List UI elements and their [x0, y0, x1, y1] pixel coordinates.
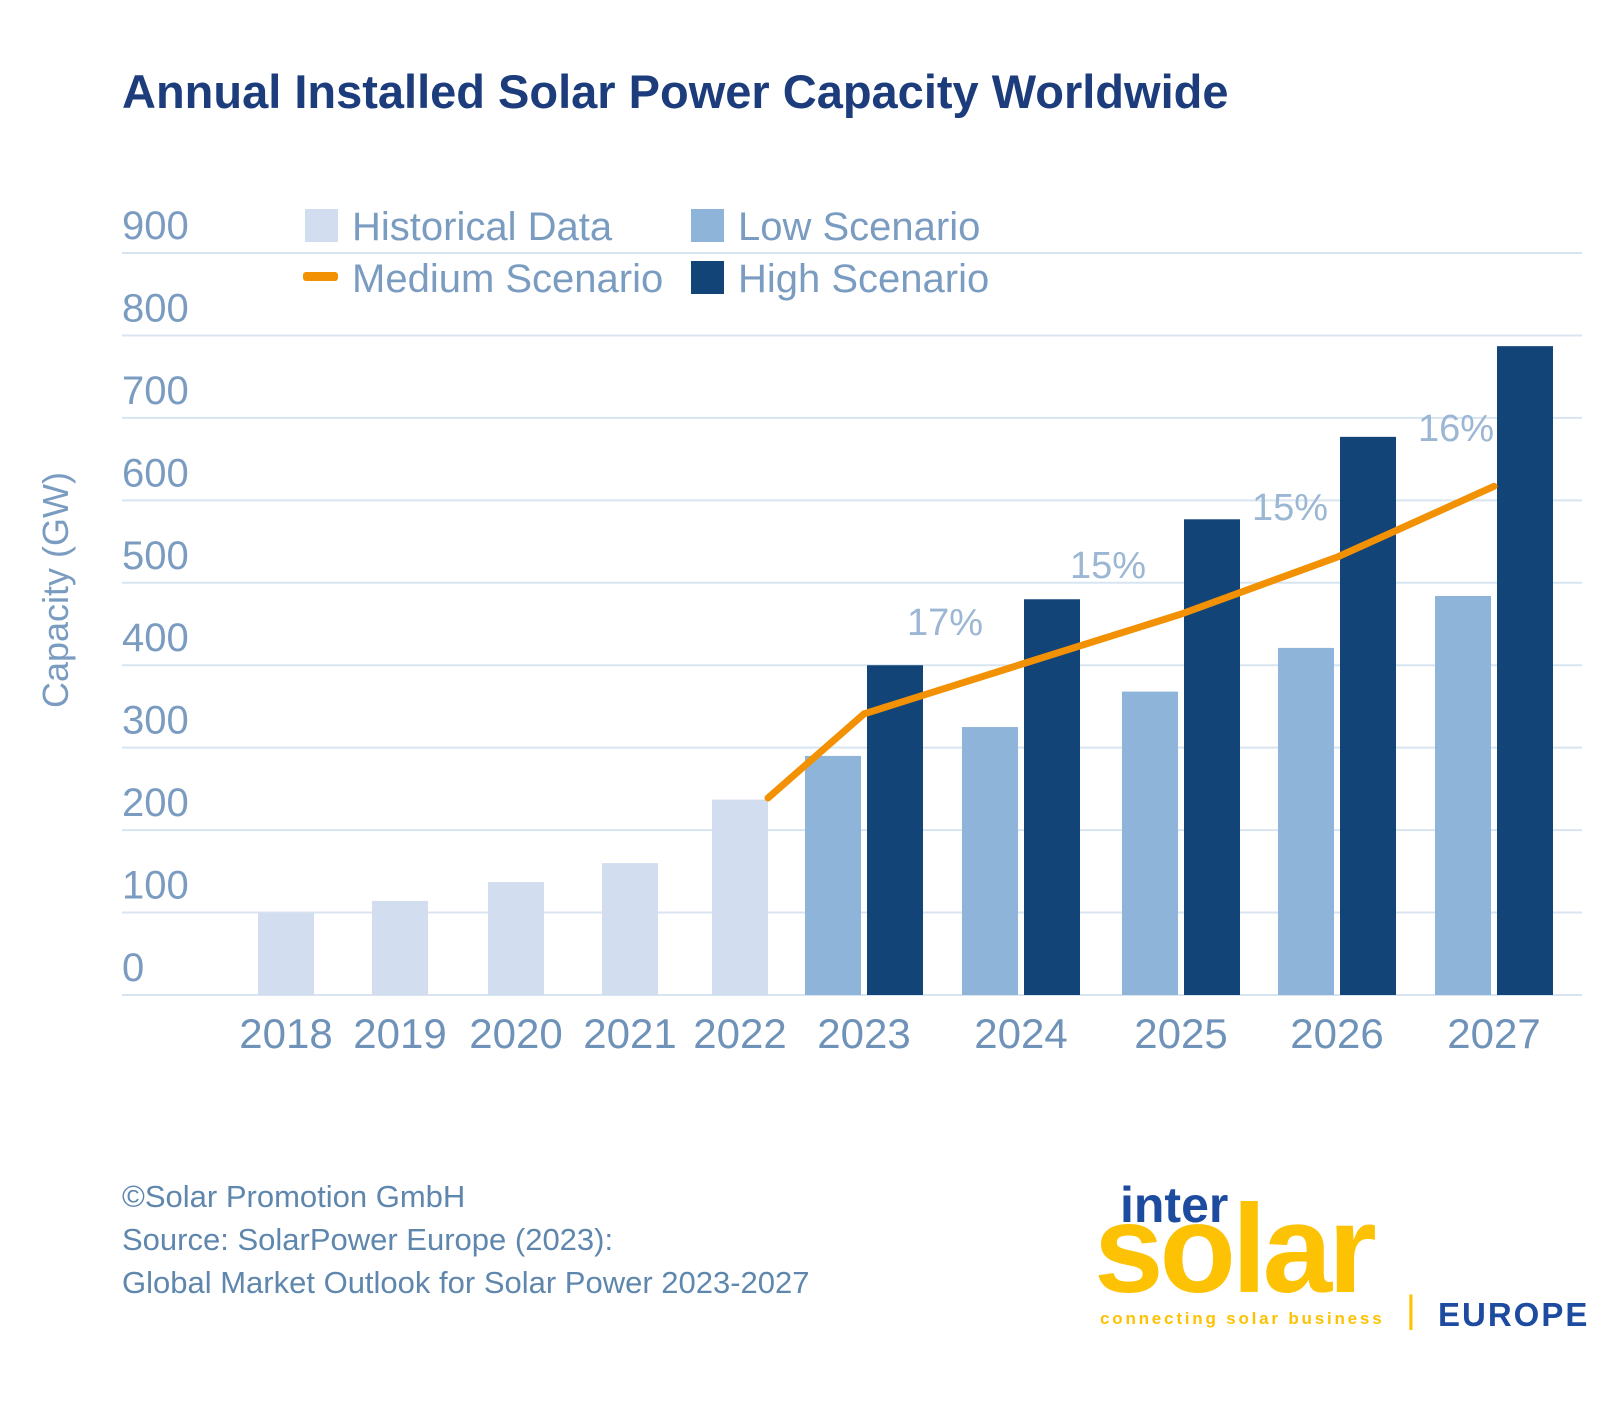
growth-percentage-labels: 17% 15% 15% 16% — [907, 408, 1494, 644]
y-axis-title: Capacity (GW) — [35, 472, 76, 708]
y-tick-900: 900 — [122, 204, 189, 248]
bar-historical-data-2022 — [712, 799, 768, 995]
medium-scenario-polyline — [764, 482, 1498, 802]
y-tick-800: 800 — [122, 286, 189, 330]
logo-europe-text: EUROPE — [1438, 1296, 1589, 1333]
x-tick-2026: 2026 — [1290, 1010, 1383, 1057]
bar-high-scenario-2023 — [867, 665, 923, 995]
y-tick-500: 500 — [122, 534, 189, 578]
legend-swatch-historical-icon — [305, 209, 338, 242]
bar-series — [258, 346, 1553, 996]
bar-low-scenario-2027 — [1435, 595, 1491, 995]
source-line: Source: SolarPower Europe (2023): — [122, 1222, 613, 1257]
growth-label-2: 15% — [1252, 487, 1328, 529]
copyright-line: ©Solar Promotion GmbH — [122, 1179, 465, 1214]
bar-high-scenario-2024 — [1024, 599, 1080, 995]
bar-high-scenario-2027 — [1497, 346, 1553, 995]
x-tick-2019: 2019 — [353, 1010, 446, 1057]
legend-label-high: High Scenario — [738, 257, 989, 301]
legend-label-low: Low Scenario — [738, 205, 980, 249]
legend-swatch-low-icon — [691, 209, 724, 242]
y-axis-tick-labels: 900 800 700 600 500 400 300 200 100 0 — [122, 204, 189, 990]
logo-solar-text: solar — [1094, 1180, 1375, 1319]
bar-historical-data-2018 — [258, 912, 314, 995]
report-line: Global Market Outlook for Solar Power 20… — [122, 1265, 810, 1300]
bar-low-scenario-2025 — [1122, 691, 1178, 995]
bar-low-scenario-2026 — [1278, 647, 1334, 995]
y-tick-200: 200 — [122, 781, 189, 825]
x-tick-2024: 2024 — [974, 1010, 1067, 1057]
growth-label-0: 17% — [907, 602, 983, 644]
legend-label-medium: Medium Scenario — [352, 257, 663, 301]
y-tick-300: 300 — [122, 699, 189, 743]
x-tick-2027: 2027 — [1447, 1010, 1540, 1057]
bar-high-scenario-2026 — [1340, 436, 1396, 996]
page-title: Annual Installed Solar Power Capacity Wo… — [122, 65, 1228, 118]
y-tick-0: 0 — [122, 946, 144, 990]
bar-low-scenario-2023 — [805, 755, 861, 995]
legend-label-historical: Historical Data — [352, 205, 613, 249]
source-attribution: ©Solar Promotion GmbH Source: SolarPower… — [122, 1179, 810, 1300]
x-tick-2021: 2021 — [583, 1010, 676, 1057]
x-tick-2025: 2025 — [1134, 1010, 1227, 1057]
bar-high-scenario-2025 — [1184, 519, 1240, 995]
y-tick-700: 700 — [122, 369, 189, 413]
bar-historical-data-2021 — [602, 863, 658, 995]
logo-tagline-text: connecting solar business — [1100, 1309, 1384, 1328]
legend-swatch-high-icon — [691, 261, 724, 294]
x-tick-2023: 2023 — [817, 1010, 910, 1057]
medium-scenario-line — [764, 482, 1498, 802]
legend-dash-medium-icon — [303, 272, 338, 281]
y-tick-600: 600 — [122, 451, 189, 495]
bar-low-scenario-2024 — [962, 727, 1018, 995]
x-tick-2022: 2022 — [693, 1010, 786, 1057]
growth-label-1: 15% — [1070, 545, 1146, 587]
x-axis-year-labels: 2018 2019 2020 2021 2022 2023 2024 2025 2026 2027 — [239, 1010, 1540, 1057]
logo-separator: | — [1406, 1289, 1416, 1331]
y-tick-100: 100 — [122, 864, 189, 908]
logo-inter-text: inter — [1120, 1177, 1228, 1233]
bar-historical-data-2020 — [488, 882, 544, 995]
x-tick-2020: 2020 — [469, 1010, 562, 1057]
x-tick-2018: 2018 — [239, 1010, 332, 1057]
y-tick-400: 400 — [122, 616, 189, 660]
growth-label-3: 16% — [1418, 408, 1494, 450]
intersolar-europe-logo: inter solar connecting solar business | … — [1094, 1177, 1589, 1333]
bar-historical-data-2019 — [372, 901, 428, 995]
chart-legend: Historical Data Low Scenario Medium Scen… — [303, 205, 989, 301]
